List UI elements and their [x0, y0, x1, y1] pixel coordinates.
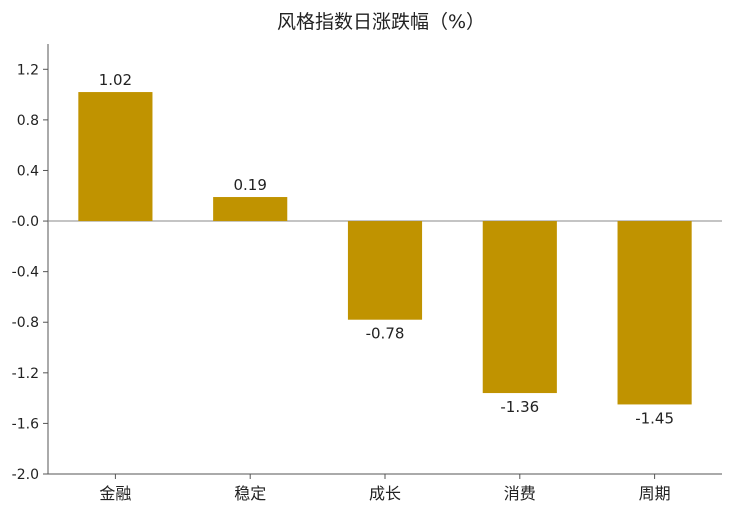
- bar: [617, 221, 692, 405]
- bar: [78, 92, 153, 222]
- data-label: 1.02: [99, 71, 132, 89]
- x-axis: 金融 稳定 成长 消费 周期: [48, 473, 722, 503]
- chart-title: 风格指数日涨跌幅（%）: [277, 11, 485, 33]
- y-axis: 1.2 0.8 0.4 -0.0 -0.4 -0.8 -1.2 -1.6 -2.0: [12, 44, 49, 483]
- data-labels: 1.02 0.19 -0.78 -1.36 -1.45: [99, 71, 674, 427]
- x-category-label: 成长: [369, 484, 401, 503]
- data-label: -1.36: [500, 398, 539, 416]
- y-tick-label: -0.0: [12, 214, 39, 230]
- x-category-label: 周期: [639, 484, 671, 503]
- y-tick-label: 0.4: [17, 163, 39, 179]
- bars: [78, 92, 692, 405]
- y-tick-label: -1.6: [12, 416, 39, 432]
- y-tick-label: -0.8: [12, 315, 39, 331]
- y-tick-label: -1.2: [12, 366, 39, 382]
- x-category-label: 消费: [504, 484, 536, 503]
- bar: [347, 221, 423, 320]
- data-label: -0.78: [366, 325, 405, 343]
- x-category-label: 稳定: [234, 484, 266, 503]
- bar: [482, 221, 557, 394]
- y-tick-label: 0.8: [17, 113, 39, 129]
- y-tick-label: 1.2: [17, 62, 39, 78]
- data-label: -1.45: [635, 409, 674, 427]
- y-tick-label: -0.4: [12, 265, 39, 281]
- x-category-label: 金融: [99, 484, 131, 503]
- data-label: 0.19: [233, 176, 266, 194]
- bar: [213, 197, 288, 222]
- y-tick-label: -2.0: [12, 467, 39, 483]
